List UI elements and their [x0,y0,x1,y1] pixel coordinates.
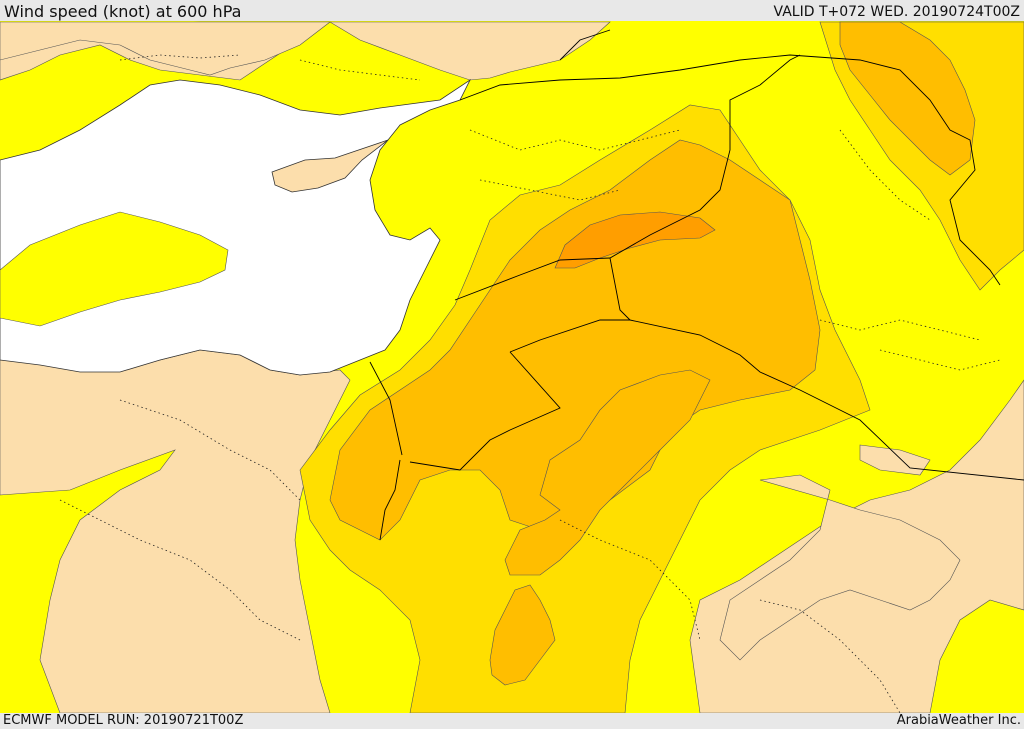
wind-band-3-south [504,369,711,576]
wind-band-3-northeast [839,21,976,176]
calm-zone-arabia-east [719,474,961,661]
provincial-lines [59,54,1001,713]
wind-band-3-redsea [489,584,556,686]
header-bar: Wind speed (knot) at 600 hPa VALID T+072… [0,0,1024,21]
national-borders [369,29,1024,541]
credit-label: ArabiaWeather Inc. [896,713,1021,728]
valid-time-label: VALID T+072 WED. 20190724T00Z [773,4,1020,20]
wind-band-3-central [329,139,821,541]
sea-wind-patch [0,211,229,327]
map-title: Wind speed (knot) at 600 hPa [4,2,242,21]
calm-zone-iraq-pocket [859,444,931,476]
footer-bar: ECMWF MODEL RUN: 20190721T00Z ArabiaWeat… [0,713,1024,729]
model-run-label: ECMWF MODEL RUN: 20190721T00Z [3,713,244,728]
wind-speed-map[interactable] [0,21,1024,713]
cyprus-island [271,139,389,193]
calm-zone-anatolia-south [0,21,331,76]
